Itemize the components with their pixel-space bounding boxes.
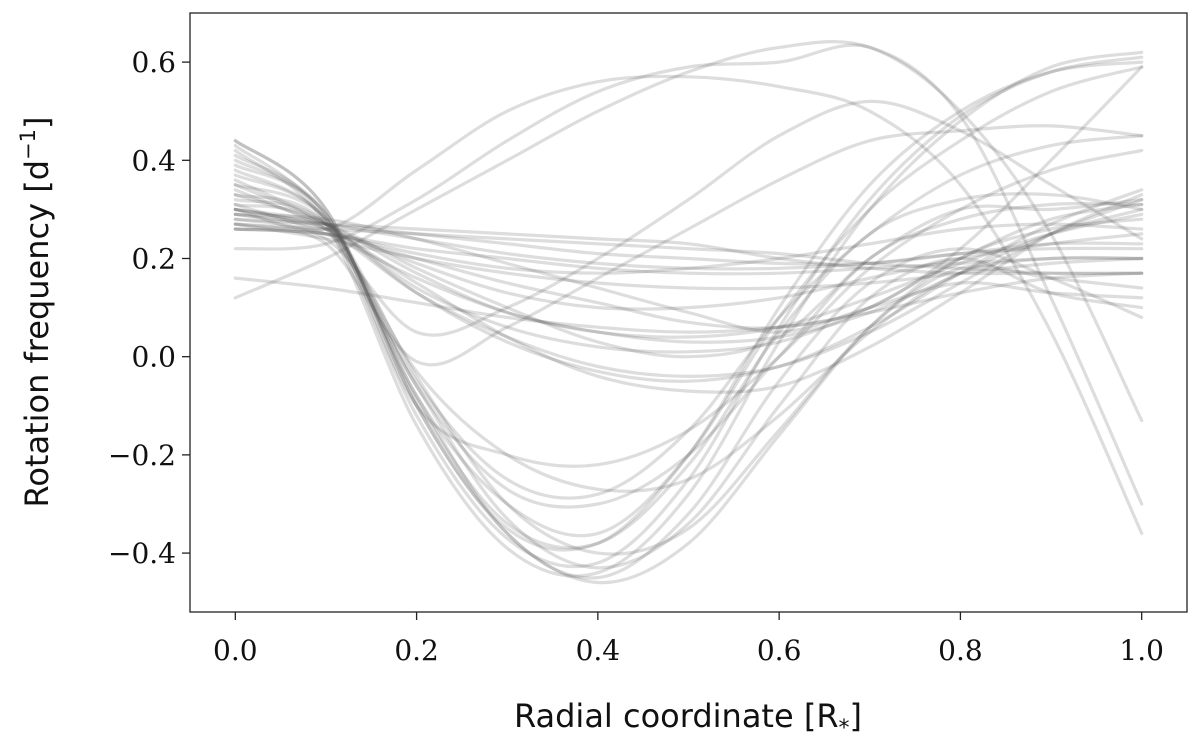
x-axis-title: Radial coordinate [R*] (514, 697, 862, 741)
curve-profile-6 (233, 222, 1144, 291)
curve-profile-21 (233, 60, 1144, 552)
x-axis: 0.0 0.2 0.4 0.6 0.8 1.0 (213, 612, 1164, 667)
curve-profile-7 (233, 222, 1144, 275)
curve-profile-5 (233, 227, 1144, 276)
curve-profile-32 (233, 198, 1144, 493)
curve-profile-22 (233, 55, 1144, 569)
curve-profile-24 (233, 65, 1144, 538)
curve-profile-17 (233, 43, 1144, 506)
x-tick-label: 0.8 (938, 634, 983, 667)
curve-profile-28 (233, 163, 1144, 550)
plot-frame (189, 12, 1188, 613)
y-tick-label: 0.6 (131, 46, 176, 79)
curve-profile-13 (233, 193, 1144, 394)
curve-profile-19 (233, 99, 1144, 337)
curve-profile-35 (233, 198, 1144, 359)
x-tick-label: 0.4 (576, 634, 621, 667)
curve-profile-25 (233, 134, 1144, 500)
y-axis-title: Rotation frequency [d−1] (16, 117, 56, 508)
curve-profile-15 (233, 271, 1144, 334)
curve-profile-4 (233, 207, 1144, 271)
curve-profile-26 (233, 148, 1144, 468)
curve-profile-3 (233, 212, 1144, 266)
y-tick-label: 0.0 (131, 341, 176, 374)
x-tick-label: 0.0 (213, 634, 258, 667)
curve-profile-8 (233, 212, 1144, 311)
curve-profile-9 (233, 193, 1144, 339)
y-tick-label: −0.4 (108, 537, 176, 570)
curve-profile-36 (233, 212, 1144, 334)
curve-profile-12 (233, 188, 1144, 378)
curve-profile-16 (233, 39, 1144, 423)
curve-profile-11 (233, 202, 1144, 344)
curve-profile-10 (233, 183, 1144, 354)
curve-profile-20 (233, 124, 1144, 367)
curve-profile-27 (233, 173, 1144, 509)
curve-profile-31 (233, 183, 1144, 556)
curve-profile-34 (233, 65, 1144, 330)
curve-profile-14 (233, 178, 1144, 383)
x-tick-label: 0.6 (757, 634, 802, 667)
curve-profile-30 (233, 202, 1144, 570)
curve-profile-29 (233, 193, 1144, 580)
y-tick-label: 0.4 (131, 144, 176, 177)
x-tick-label: 0.2 (394, 634, 439, 667)
curve-profile-23 (233, 50, 1144, 578)
y-axis: −0.4 −0.2 0.0 0.2 0.4 0.6 (108, 46, 190, 570)
profile-curves (233, 39, 1144, 585)
curve-profile-2 (233, 217, 1144, 276)
y-tick-label: −0.2 (108, 439, 176, 472)
curve-profile-1 (233, 222, 1144, 276)
x-tick-label: 1.0 (1119, 634, 1164, 667)
y-tick-label: 0.2 (131, 242, 176, 275)
curve-profile-33 (233, 139, 1144, 585)
curve-profile-18 (233, 74, 1144, 535)
